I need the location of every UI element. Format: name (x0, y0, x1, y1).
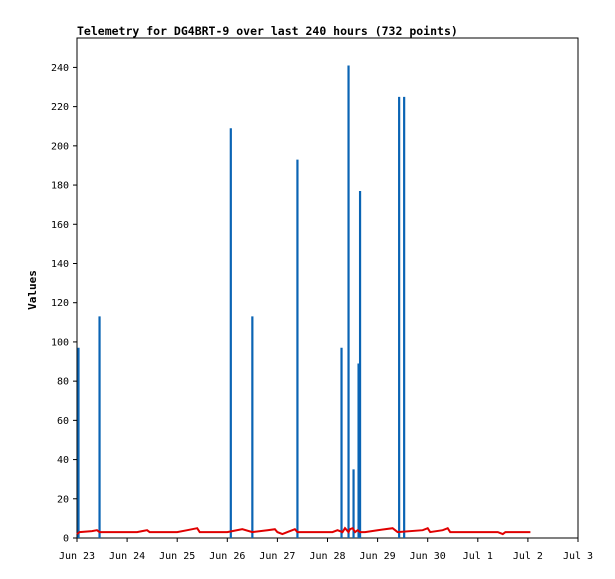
y-tick-label: 160 (51, 220, 69, 231)
x-tick-label: Jul 2 (513, 551, 543, 562)
series-layer (76, 65, 531, 538)
y-tick-label: 20 (57, 494, 69, 505)
y-tick-label: 120 (51, 298, 69, 309)
y-axis-ticks: 0 20 40 60 80 100 120 140 160 180 200 220 240 (51, 63, 77, 545)
y-tick-label: 180 (51, 181, 69, 192)
plot-frame (76, 37, 579, 539)
data-line (76, 526, 531, 536)
y-tick-label: 200 (51, 141, 69, 152)
x-tick-label: Jun 26 (209, 551, 245, 562)
y-tick-label: 220 (51, 102, 69, 113)
x-tick-label: Jun 27 (259, 551, 295, 562)
y-tick-label: 80 (57, 377, 69, 388)
y-tick-label: 60 (57, 416, 69, 427)
x-tick-label: Jun 24 (109, 551, 145, 562)
x-tick-label: Jun 30 (410, 551, 446, 562)
x-tick-label: Jun 28 (309, 551, 345, 562)
x-tick-label: Jun 23 (59, 551, 95, 562)
x-tick-label: Jun 25 (159, 551, 195, 562)
chart-title: Telemetry for DG4BRT-9 over last 240 hou… (77, 24, 458, 38)
x-tick-label: Jun 29 (360, 551, 396, 562)
y-tick-label: 0 (63, 534, 69, 545)
y-axis-label: Values (26, 270, 39, 310)
y-tick-label: 100 (51, 337, 69, 348)
x-axis-ticks: Jun 23 Jun 24 Jun 25 Jun 26 Jun 27 Jun 28 Jun … (59, 538, 593, 562)
y-tick-label: 240 (51, 63, 69, 74)
x-tick-label: Jul 1 (463, 551, 493, 562)
y-tick-label: 40 (57, 455, 69, 466)
y-tick-label: 140 (51, 259, 69, 270)
x-tick-label: Jul 3 (563, 551, 593, 562)
